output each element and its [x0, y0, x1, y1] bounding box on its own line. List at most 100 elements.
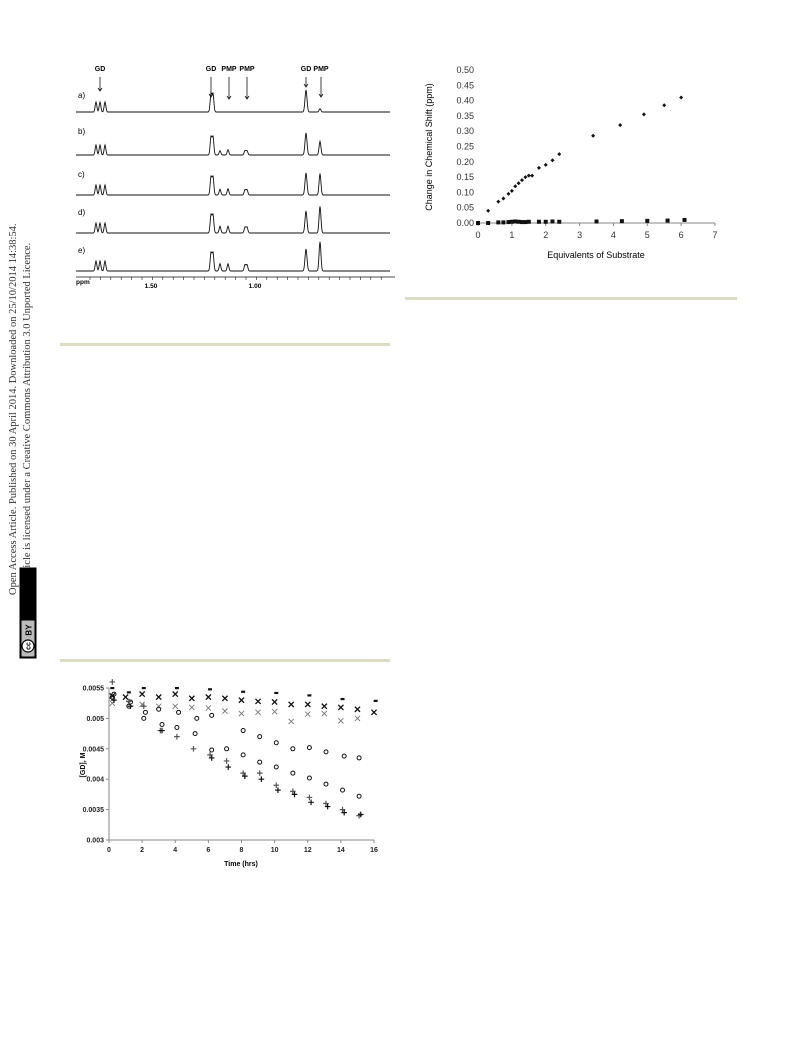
gd-chart-point-cross [304, 711, 311, 718]
nmr-peak-label: GD [301, 66, 312, 73]
nmr-peak-label: PMP [239, 66, 255, 73]
gd-chart-point-circle [156, 706, 162, 712]
nmr-tick-label: 1.00 [249, 283, 262, 290]
gd-chart-point-plus [308, 799, 314, 806]
nmr-trace [76, 206, 390, 234]
gd-chart-xlabel: Time (hrs) [224, 861, 258, 868]
nmr-tick-label: 1.50 [145, 283, 158, 290]
gd-chart-point-plus [341, 809, 347, 816]
shift-chart-x-tick-label: 7 [712, 230, 717, 240]
gd-chart-point-cross [172, 703, 179, 710]
gd-chart-point-cross [271, 698, 278, 706]
shift-chart-point-square [645, 218, 650, 223]
nmr-arrow-head [318, 93, 324, 98]
section-divider [60, 343, 390, 346]
gd-chart-point-circle [257, 759, 263, 765]
shift-chart-x-tick-label: 3 [577, 230, 582, 240]
gd-chart-x-tick-label: 0 [107, 847, 111, 854]
sidebar-line-2: This article is licensed under a Creativ… [22, 243, 33, 600]
shift-chart-y-tick-label: 0.40 [456, 96, 474, 106]
gd-chart-point-dash [126, 691, 131, 694]
gd-chart-point-plus [256, 770, 263, 776]
gd-chart-point-plus [339, 806, 346, 813]
gd-chart-point-cross [139, 691, 146, 698]
gd-chart-point-circle [209, 712, 215, 718]
gd-chart-point-cross [304, 701, 311, 708]
gd-chart-point-circle [273, 740, 279, 746]
gd-chart-point-cross [288, 701, 295, 708]
shift-chart-y-tick-label: 0.15 [456, 172, 474, 182]
gd-chart-x-tick-label: 6 [206, 847, 210, 854]
shift-chart-point-square [476, 221, 480, 225]
gd-chart-point-plus [290, 788, 296, 795]
gd-chart-point-cross [321, 710, 328, 717]
cc-by-badge[interactable]: cc BY [19, 567, 37, 659]
gd-chart-point-circle [176, 709, 182, 715]
gd-chart-point-circle [356, 793, 362, 799]
gd-chart-point-circle [340, 787, 346, 793]
gd-chart-point-circle [194, 715, 200, 721]
gd-chart-point-plus [140, 703, 147, 710]
gd-chart-point-cross [337, 717, 344, 724]
badge-by-text: BY [25, 624, 34, 636]
gd-chart-point-cross [205, 705, 212, 711]
gd-chart-point-dash [208, 688, 213, 691]
shift-chart-y-tick-label: 0.35 [456, 111, 474, 121]
shift-chart-point-square [501, 220, 506, 225]
gd-chart: 0 2 4 6 8 10 12 14 16 0.003 0.0035 0.004 0.0045 0.005… [80, 679, 378, 868]
gd-chart-point-circle [109, 694, 115, 700]
gd-chart-y-tick-label: 0.0045 [83, 746, 105, 753]
gd-chart-point-plus [208, 755, 215, 761]
gd-chart-point-circle [257, 734, 263, 740]
shift-chart-point-diamond [520, 178, 525, 183]
gd-chart-point-cross [321, 703, 328, 710]
gd-chart-point-cross [188, 704, 195, 711]
shift-chart-point-diamond [618, 123, 623, 128]
nmr-arrow-head [97, 87, 103, 92]
gd-chart-point-plus [111, 697, 117, 703]
nmr-trace-labels: a) b) c) d) e) [78, 91, 85, 255]
shift-chart-y-tick-label: 0.20 [456, 157, 474, 167]
nmr-peak-label: GD [95, 66, 106, 73]
nmr-trace-label: a) [78, 91, 85, 100]
shift-chart-point-diamond [557, 152, 562, 157]
shift-chart-point-diamond [536, 165, 541, 170]
gd-chart-point-circle [356, 755, 362, 761]
gd-chart-point-plus [225, 764, 232, 770]
shift-chart-x-tick-label: 4 [611, 230, 616, 240]
gd-chart-y-tick-label: 0.005 [86, 716, 104, 723]
gd-chart-point-dash [373, 699, 378, 702]
shift-chart-point-square [509, 219, 514, 224]
shift-chart-y-tick-label: 0.10 [456, 187, 474, 197]
gd-chart-point-plus [127, 703, 134, 710]
gd-chart-point-cross [205, 694, 212, 701]
shift-chart-point-diamond [516, 181, 521, 186]
gd-chart-point-circle [273, 764, 279, 770]
gd-chart-point-dash [307, 694, 312, 697]
gd-chart-point-plus [324, 803, 331, 810]
shift-chart-ylabel: Change in Chemical Shift (ppm) [424, 83, 434, 211]
nmr-trace [76, 89, 390, 113]
shift-chart-y-tick-label: 0.25 [456, 142, 474, 152]
shift-chart-xlabel: Equivalents of Substrate [547, 250, 645, 260]
shift-chart-point-square [594, 219, 599, 224]
gd-chart-point-dash [141, 687, 146, 690]
shift-chart-point-diamond [501, 196, 506, 201]
nmr-peak-label: GD [206, 66, 217, 73]
shift-chart-x-tick-label: 6 [679, 230, 684, 240]
shift-chart-point-diamond [679, 95, 684, 100]
gd-chart-ylabel: [GD], M [80, 752, 87, 777]
shift-chart-point-square [516, 219, 521, 224]
nmr-arrow-head [208, 93, 214, 98]
gd-chart-point-plus [207, 752, 213, 758]
shift-chart-point-square [496, 220, 501, 225]
gd-chart-point-cross [238, 710, 245, 717]
shift-chart-y-tick-label: 0.00 [456, 218, 474, 228]
gd-chart-point-circle [290, 746, 296, 752]
gd-chart-point-cross [255, 698, 262, 705]
gd-chart-point-plus [240, 770, 246, 776]
shift-chart-point-square [536, 219, 541, 224]
gd-chart-point-circle [224, 746, 230, 752]
shift-chart-y-tick-label: 0.05 [456, 203, 474, 213]
section-divider [405, 297, 737, 300]
